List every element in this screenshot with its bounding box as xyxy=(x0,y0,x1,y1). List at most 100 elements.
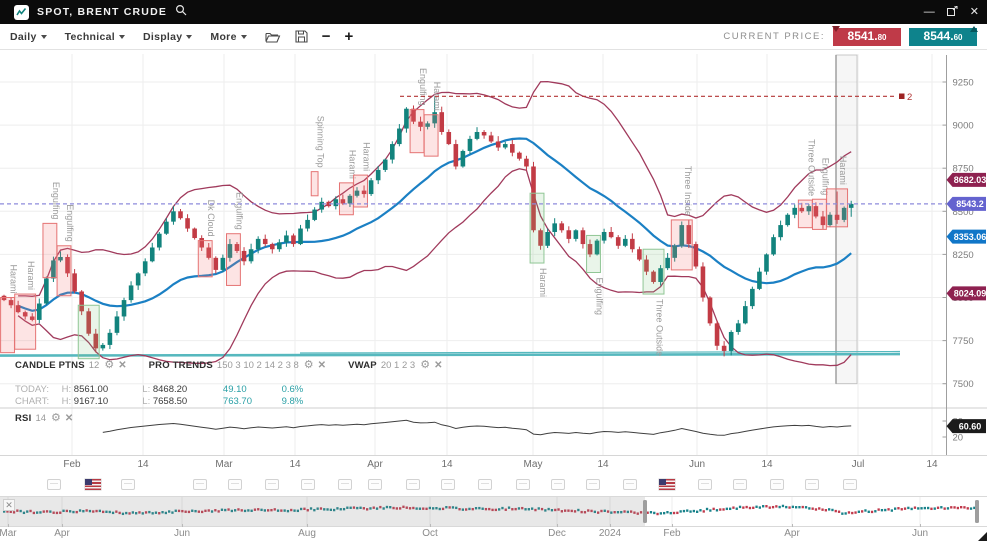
x-axis-label: 14 xyxy=(926,459,938,470)
navigator-axis-label: Mar xyxy=(0,528,17,539)
title-bar: SPOT, BRENT CRUDE — ✕ xyxy=(0,0,987,24)
navigator-axis: Mar Apr Jun Aug Oct Dec 2024 Feb Apr Jun xyxy=(0,524,987,541)
gear-icon[interactable]: ⚙ xyxy=(51,412,61,424)
down-arrow-icon xyxy=(832,25,840,32)
pattern-box xyxy=(338,182,354,216)
navigator-axis-label: Apr xyxy=(784,528,800,539)
minimize-button[interactable]: — xyxy=(923,5,935,18)
calendar-event-icon[interactable] xyxy=(228,479,242,490)
svg-text:Engulfing: Engulfing xyxy=(418,68,428,106)
today-stats-row: TODAY: H: 8561.00 L: 8468.20 49.10 0.6% xyxy=(15,384,304,395)
pattern-box xyxy=(409,109,425,154)
x-axis-label: 14 xyxy=(597,459,609,470)
current-price-label: CURRENT PRICE: xyxy=(723,31,825,42)
navigator-canvas[interactable] xyxy=(0,497,987,526)
chevron-down-icon xyxy=(40,34,47,39)
main-chart-canvas[interactable]: Harami Harami Engulfing Engulfing Dk Cloud En… xyxy=(0,50,987,455)
x-axis-label: 14 xyxy=(289,459,301,470)
close-icon[interactable]: ✕ xyxy=(434,360,443,371)
price-tag xyxy=(946,196,986,211)
calendar-event-icon[interactable] xyxy=(770,479,784,490)
chevron-down-icon xyxy=(186,34,193,39)
menu-display[interactable]: Display xyxy=(143,31,193,43)
navigator-axis-label: Jun xyxy=(911,528,929,539)
gear-icon[interactable]: ⚙ xyxy=(104,359,115,371)
chevron-down-icon xyxy=(118,34,125,39)
pattern-box xyxy=(670,219,693,271)
calendar-event-icon[interactable] xyxy=(121,479,135,490)
calendar-event-icon[interactable] xyxy=(193,479,207,490)
navigator-close-icon[interactable]: ✕ xyxy=(3,499,15,511)
calendar-event-icon[interactable] xyxy=(551,479,565,490)
svg-text:Three Inside: Three Inside xyxy=(683,166,693,216)
calendar-event-icon[interactable] xyxy=(265,479,279,490)
calendar-event-icon[interactable] xyxy=(805,479,819,490)
search-icon[interactable] xyxy=(175,3,187,21)
svg-text:8353.06: 8353.06 xyxy=(954,232,987,242)
us-flag-event-icon[interactable] xyxy=(659,479,675,490)
menu-periodicity[interactable]: Daily xyxy=(10,31,47,43)
menu-technical[interactable]: Technical xyxy=(65,31,125,43)
svg-text:Three Outside: Three Outside xyxy=(806,139,816,196)
zoom-out-button[interactable]: − xyxy=(321,28,331,45)
pattern-box xyxy=(310,171,319,197)
svg-text:Harami: Harami xyxy=(362,142,372,171)
close-button[interactable]: ✕ xyxy=(969,5,979,18)
svg-text:8024.09: 8024.09 xyxy=(954,289,987,299)
calendar-event-icon[interactable] xyxy=(368,479,382,490)
calendar-event-icon[interactable] xyxy=(301,479,315,490)
calendar-event-icon[interactable] xyxy=(586,479,600,490)
price-tag xyxy=(946,286,986,301)
open-folder-icon[interactable] xyxy=(265,31,281,43)
svg-text:9250: 9250 xyxy=(953,78,974,89)
calendar-event-icon[interactable] xyxy=(516,479,530,490)
svg-text:Harami: Harami xyxy=(538,268,548,297)
legend-vwap[interactable]: VWAP 20 1 2 3 ⚙ ✕ xyxy=(348,359,443,371)
legend-candle-patterns[interactable]: CANDLE PTNS 12 ⚙ ✕ xyxy=(15,359,127,371)
zoom-in-button[interactable]: + xyxy=(344,28,354,45)
events-timeline xyxy=(0,473,987,495)
calendar-event-icon[interactable] xyxy=(47,479,61,490)
legend-rsi[interactable]: RSI 14 ⚙ ✕ xyxy=(15,412,74,424)
svg-text:Spinning Top: Spinning Top xyxy=(316,116,326,168)
studies-legend-row: CANDLE PTNS 12 ⚙ ✕ PRO TRENDS 150 3 10 2 14 … xyxy=(15,358,442,371)
chevron-down-icon xyxy=(240,34,247,39)
calendar-event-icon[interactable] xyxy=(733,479,747,490)
calendar-event-icon[interactable] xyxy=(478,479,492,490)
navigator-left-handle xyxy=(643,500,647,523)
pattern-box xyxy=(197,240,213,278)
price-tag xyxy=(946,419,986,434)
toolbar: Daily Technical Display More − + CURRENT… xyxy=(0,24,987,50)
navigator-axis-label: Dec xyxy=(548,528,566,539)
calendar-event-icon[interactable] xyxy=(698,479,712,490)
calendar-event-icon[interactable] xyxy=(338,479,352,490)
price-tag xyxy=(946,172,986,187)
save-icon[interactable] xyxy=(295,30,308,43)
calendar-event-icon[interactable] xyxy=(843,479,857,490)
close-icon[interactable]: ✕ xyxy=(64,413,74,424)
ask-price-badge: 8544. 60 xyxy=(909,25,978,46)
gear-icon[interactable]: ⚙ xyxy=(303,359,314,371)
pattern-box xyxy=(226,233,241,286)
symbol-title[interactable]: SPOT, BRENT CRUDE xyxy=(37,6,168,18)
close-icon[interactable]: ✕ xyxy=(317,360,327,371)
gear-icon[interactable]: ⚙ xyxy=(420,359,431,371)
calendar-event-icon[interactable] xyxy=(406,479,420,490)
range-navigator[interactable]: ✕ xyxy=(0,496,987,527)
us-flag-event-icon[interactable] xyxy=(85,479,101,490)
calendar-event-icon[interactable] xyxy=(441,479,455,490)
navigator-axis-label: 2024 xyxy=(598,528,622,539)
legend-pro-trends[interactable]: PRO TRENDS 150 3 10 2 14 2 3 8 ⚙ ✕ xyxy=(148,359,327,371)
svg-text:7500: 7500 xyxy=(953,379,974,390)
calendar-event-icon[interactable] xyxy=(623,479,637,490)
svg-text:Engulfing: Engulfing xyxy=(595,278,605,316)
menu-more[interactable]: More xyxy=(210,31,247,43)
navigator-axis-label: Aug xyxy=(298,528,316,539)
svg-text:Engulfing: Engulfing xyxy=(820,158,830,196)
popout-button[interactable] xyxy=(946,5,958,19)
chart-region[interactable]: Harami Harami Engulfing Engulfing Dk Cloud En… xyxy=(0,50,987,455)
close-icon[interactable]: ✕ xyxy=(118,360,127,371)
resize-handle-icon[interactable] xyxy=(978,532,987,541)
session-stats: TODAY: H: 8561.00 L: 8468.20 49.10 0.6% … xyxy=(15,384,303,407)
